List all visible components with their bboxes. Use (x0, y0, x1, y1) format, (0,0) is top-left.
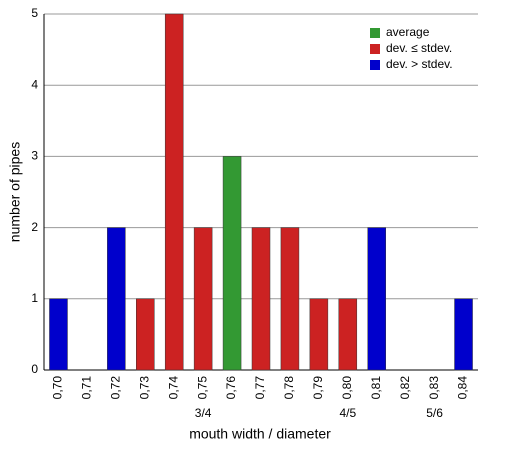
y-tick-label: 0 (31, 362, 38, 376)
x-tick-label: 0,80 (340, 376, 354, 400)
bar (309, 298, 329, 371)
x-tick-label: 0,74 (166, 376, 180, 400)
legend-label: dev. ≤ stdev. (386, 41, 452, 55)
bar (251, 227, 271, 371)
x-axis-title: mouth width / diameter (189, 426, 331, 442)
x-tick-label: 0,84 (456, 376, 470, 400)
y-tick-label: 5 (31, 6, 38, 20)
bar (222, 156, 242, 371)
bar (280, 227, 300, 371)
x-tick-label: 0,70 (51, 376, 65, 400)
x-sublabel: 5/6 (426, 406, 443, 420)
bar (193, 227, 213, 371)
x-sublabel: 4/5 (339, 406, 356, 420)
bar (49, 298, 68, 371)
bar (164, 13, 184, 371)
x-tick-label: 0,72 (109, 376, 123, 400)
bar (454, 298, 473, 371)
x-tick-label: 0,73 (137, 376, 151, 400)
bar (136, 298, 155, 371)
bar (367, 227, 386, 371)
x-tick-label: 0,82 (398, 376, 412, 400)
x-tick-label: 0,78 (282, 376, 296, 400)
legend-swatch (370, 28, 380, 38)
x-tick-label: 0,76 (224, 376, 238, 400)
x-tick-label: 0,83 (427, 376, 441, 400)
y-tick-label: 4 (31, 77, 38, 91)
y-tick-label: 2 (31, 220, 38, 234)
x-tick-label: 0,75 (195, 376, 209, 400)
x-tick-label: 0,71 (80, 376, 94, 400)
legend-label: average (386, 25, 430, 39)
x-tick-label: 0,81 (369, 376, 383, 400)
y-tick-label: 1 (31, 291, 38, 305)
legend-swatch (370, 44, 380, 54)
x-tick-label: 0,79 (311, 376, 325, 400)
bar (107, 227, 126, 371)
y-tick-label: 3 (31, 149, 38, 163)
y-axis-title: number of pipes (7, 142, 23, 242)
x-tick-label: 0,77 (253, 376, 267, 400)
legend-label: dev. > stdev. (386, 57, 453, 71)
x-sublabel: 3/4 (195, 406, 212, 420)
bar (338, 298, 358, 371)
legend-swatch (370, 60, 380, 70)
